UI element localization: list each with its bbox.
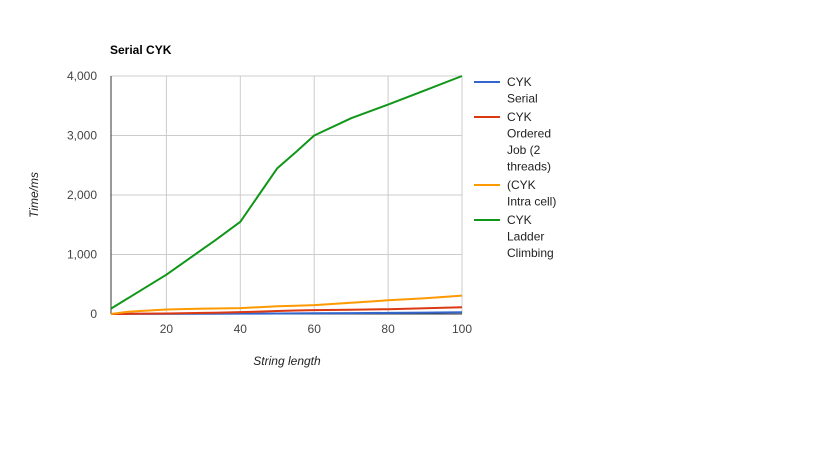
- legend-label-line: Ladder: [507, 230, 544, 244]
- legend-label-2: CYK Ordered Job (2 threads): [507, 110, 551, 174]
- x-tick-label: 40: [234, 322, 248, 336]
- legend-label-3: (CYK Intra cell): [507, 178, 556, 209]
- gridlines: [111, 75, 463, 315]
- x-axis-title: String length: [253, 354, 321, 368]
- x-tick-label: 80: [381, 322, 395, 336]
- legend-label-line: Job (2: [507, 143, 541, 157]
- legend-label-line: CYK: [507, 110, 532, 124]
- legend-label-1: CYK Serial: [507, 75, 538, 106]
- y-tick-label: 3,000: [67, 129, 97, 143]
- series-lines: [110, 75, 463, 315]
- legend-label-line: Serial: [507, 92, 538, 106]
- legend-label-line: CYK: [507, 75, 532, 89]
- x-tick-label: 60: [308, 322, 322, 336]
- y-axis-title: Time/ms: [27, 172, 41, 218]
- legend-label-4: CYK Ladder Climbing: [507, 213, 554, 260]
- y-tick-label: 0: [90, 307, 97, 321]
- legend-label-line: threads): [507, 160, 551, 174]
- series-line-2: [110, 306, 463, 315]
- legend-label-line: Ordered: [507, 127, 551, 141]
- series-line-4: [110, 75, 463, 310]
- legend-label-line: Intra cell): [507, 195, 556, 209]
- chart-title: Serial CYK: [110, 43, 172, 57]
- x-tick-label: 100: [452, 322, 472, 336]
- legend-label-line: CYK: [507, 213, 532, 227]
- y-tick-label: 4,000: [67, 69, 97, 83]
- y-tick-label: 1,000: [67, 248, 97, 262]
- series-line-3: [110, 294, 463, 315]
- y-tick-label: 2,000: [67, 188, 97, 202]
- legend-label-line: (CYK: [507, 178, 536, 192]
- x-tick-label: 20: [160, 322, 174, 336]
- axes: 0 1,000 2,000 3,000 4,000 20 40 60 80 100: [67, 69, 472, 336]
- legend: CYK Serial CYK Ordered Job (2 threads) (CYK Int…: [474, 75, 556, 260]
- legend-label-line: Climbing: [507, 246, 554, 260]
